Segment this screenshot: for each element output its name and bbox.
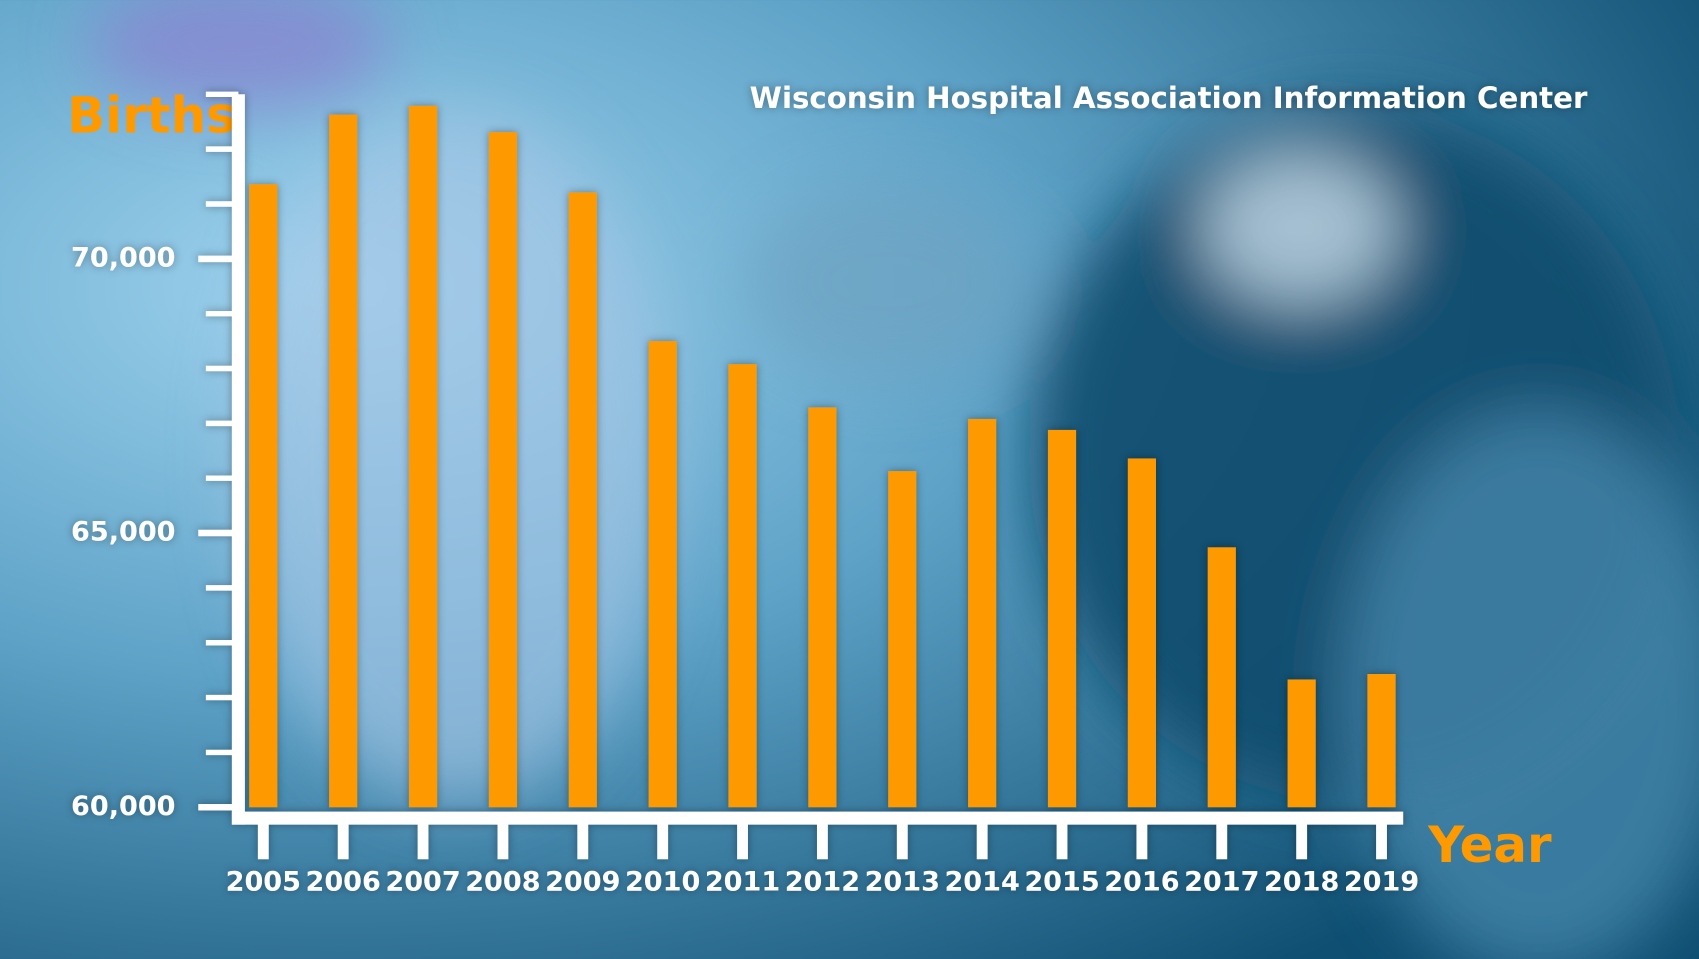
x-tick	[1296, 822, 1308, 860]
bar	[1047, 429, 1077, 808]
x-tick	[1376, 822, 1387, 860]
bar	[1367, 674, 1396, 808]
y-tick-label: 60,000	[71, 791, 175, 822]
bar	[329, 114, 358, 808]
bar	[1127, 458, 1156, 808]
x-tick	[737, 822, 748, 860]
bar	[249, 184, 278, 808]
x-tick-label: 2012	[785, 867, 860, 898]
x-tick-label: 2005	[226, 867, 301, 898]
x-tick	[976, 822, 988, 860]
x-tick	[497, 822, 509, 860]
x-tick	[816, 822, 828, 860]
x-tick-label: 2007	[385, 867, 460, 898]
y-tick-label: 65,000	[71, 517, 175, 548]
x-tick-label: 2013	[865, 867, 940, 898]
x-tick-label: 2018	[1264, 867, 1339, 898]
x-tick-label: 2010	[625, 867, 700, 898]
bar	[568, 192, 597, 808]
x-tick-label: 2014	[944, 867, 1019, 898]
x-tick-label: 2019	[1344, 867, 1419, 898]
chart-title: Wisconsin Hospital Association Informati…	[750, 81, 1588, 115]
x-tick	[1056, 822, 1068, 860]
x-tick-label: 2008	[465, 867, 540, 898]
x-tick	[257, 822, 269, 860]
x-tick	[1136, 822, 1148, 860]
bar	[1207, 547, 1236, 808]
bar	[888, 471, 917, 808]
x-tick	[657, 822, 669, 860]
x-tick-label: 2016	[1104, 867, 1179, 898]
x-axis-line	[231, 811, 1404, 825]
x-tick	[896, 822, 908, 860]
bar	[648, 341, 677, 808]
bar	[728, 364, 757, 808]
x-tick	[577, 822, 589, 860]
x-tick-label: 2009	[545, 867, 620, 898]
bar	[968, 418, 997, 808]
bar	[408, 105, 438, 808]
x-tick-label: 2011	[705, 867, 780, 898]
x-tick	[1216, 822, 1228, 860]
x-tick	[337, 822, 349, 860]
x-axis-label: Year	[1427, 816, 1552, 874]
x-tick-label: 2017	[1184, 867, 1259, 898]
y-tick-label: 70,000	[71, 242, 175, 273]
bar	[808, 407, 837, 808]
bar	[1287, 679, 1316, 808]
x-tick-label: 2015	[1024, 867, 1099, 898]
x-tick	[417, 822, 429, 860]
bar	[488, 132, 518, 808]
x-tick-label: 2006	[305, 867, 380, 898]
